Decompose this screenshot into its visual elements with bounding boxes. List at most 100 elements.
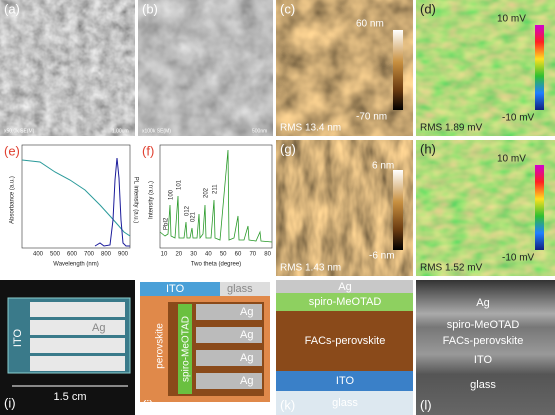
x-tick-label: 50 — [220, 252, 227, 258]
ito-label: ITO — [166, 283, 185, 295]
layer — [276, 280, 413, 293]
peak-label: 012 — [185, 205, 191, 216]
plot-frame — [159, 144, 273, 249]
ag-label: Ag — [240, 375, 253, 387]
ag-label: Ag — [240, 352, 253, 364]
panel-label: (j) — [142, 397, 154, 412]
layer-label: ITO — [336, 375, 355, 387]
panel-label: (l) — [420, 397, 432, 412]
sem-image — [138, 0, 273, 136]
sem-image — [0, 0, 135, 136]
panel-label: (g) — [280, 141, 296, 156]
bar-bottom: -70 nm — [356, 112, 387, 123]
x-axis-label: Wavelength (nm) — [53, 262, 98, 268]
bar-top: 6 nm — [372, 161, 394, 172]
ag-electrode — [196, 304, 262, 320]
spiro-label: spiro-MeOTAD — [181, 316, 192, 382]
afm-image — [276, 140, 413, 276]
color-bar — [393, 30, 403, 110]
panel-label: (f) — [142, 143, 154, 158]
layer — [276, 293, 413, 311]
peak-label: 211 — [213, 184, 219, 194]
panel-label: (e) — [4, 143, 20, 158]
bar-top: 60 nm — [356, 19, 384, 30]
layer-label: Ag — [338, 281, 351, 293]
ag-electrode — [196, 327, 262, 343]
x-axis-label: Two theta (degree) — [191, 262, 241, 268]
x-tick-label: 80 — [264, 252, 271, 258]
x-tick-label: 10 — [161, 252, 168, 258]
x-tick-label: 700 — [84, 252, 95, 258]
peak-label: 202 — [204, 187, 210, 198]
sem-info: x50.0k SE(M) — [4, 128, 35, 134]
x-tick-label: 800 — [101, 252, 112, 258]
sem-cross-section — [416, 280, 555, 415]
panel-label: (a) — [4, 1, 20, 16]
glass-area — [220, 282, 270, 296]
ag-label: Ag — [92, 322, 105, 334]
panel-label: (c) — [280, 1, 295, 16]
layer-label: Ag — [476, 297, 489, 309]
ito-label: ITO — [12, 328, 24, 347]
x-tick-label: 70 — [249, 252, 256, 258]
layer-label: FACs-perovskite — [305, 335, 386, 347]
x-tick-label: 600 — [67, 252, 78, 258]
bar-top: 10 mV — [497, 14, 526, 25]
panel-label: (b) — [142, 1, 158, 16]
rms: RMS 1.43 nm — [280, 263, 341, 274]
x-tick-label: 30 — [190, 252, 197, 258]
layer-label: FACs-perovskite — [443, 335, 524, 347]
panel-label: (i) — [4, 395, 16, 410]
rms: RMS 13.4 nm — [280, 123, 341, 134]
layer — [276, 311, 413, 371]
layer-label: spiro-MeOTAD — [309, 296, 382, 308]
scale-label: 1.5 cm — [53, 391, 86, 403]
scale-bar: 500nm — [252, 128, 267, 134]
afm-image — [276, 0, 413, 136]
absorbance-curve — [21, 159, 131, 237]
layer-label: glass — [332, 397, 358, 409]
x-tick-label: 20 — [175, 252, 182, 258]
bar-bottom: -10 mV — [502, 113, 535, 124]
bar-bottom: -6 nm — [369, 251, 395, 262]
layer-label: spiro-MeOTAD — [447, 319, 520, 331]
color-bar — [393, 170, 403, 250]
kpfm-image — [416, 140, 555, 276]
x-tick-label: 60 — [235, 252, 242, 258]
color-bar — [535, 165, 544, 250]
peak-label: 100 — [169, 189, 175, 200]
color-bar — [535, 25, 544, 110]
perovskite-label: perovskite — [155, 323, 166, 369]
spiro-layer — [178, 304, 192, 394]
x-tick-label: 400 — [33, 252, 44, 258]
ag-strip — [30, 356, 125, 371]
panel-label: (h) — [420, 141, 436, 156]
ag-strip — [30, 302, 125, 317]
rms: RMS 1.89 mV — [420, 123, 483, 134]
kpfm-image — [416, 0, 555, 136]
layer-label: ITO — [474, 354, 493, 366]
peak-label: PbI2 — [164, 217, 170, 230]
layer — [276, 391, 413, 415]
x-tick-label: 900 — [118, 252, 129, 258]
peak-label: 021 — [191, 211, 197, 222]
rms: RMS 1.52 mV — [420, 263, 483, 274]
bar-top: 10 mV — [497, 154, 526, 165]
bar-bottom: -10 mV — [502, 253, 535, 264]
xrd-curve — [159, 149, 273, 243]
ag-electrode — [196, 373, 262, 389]
pl-curve — [94, 157, 130, 247]
panel-label: (d) — [420, 1, 436, 16]
ag-label: Ag — [240, 306, 253, 318]
layer-label: glass — [470, 379, 496, 391]
peak-label: 101 — [177, 179, 183, 190]
layer — [276, 371, 413, 391]
x-tick-label: 500 — [50, 252, 61, 258]
ag-label: Ag — [240, 329, 253, 341]
y2-axis-label: PL intensity (a.u.) — [132, 177, 138, 223]
y-axis-label: Absorbance (a.u.) — [10, 176, 16, 224]
ag-strip — [30, 320, 125, 335]
y-axis-label: Intensity (a.u.) — [149, 181, 155, 219]
ag-electrode — [196, 350, 262, 366]
